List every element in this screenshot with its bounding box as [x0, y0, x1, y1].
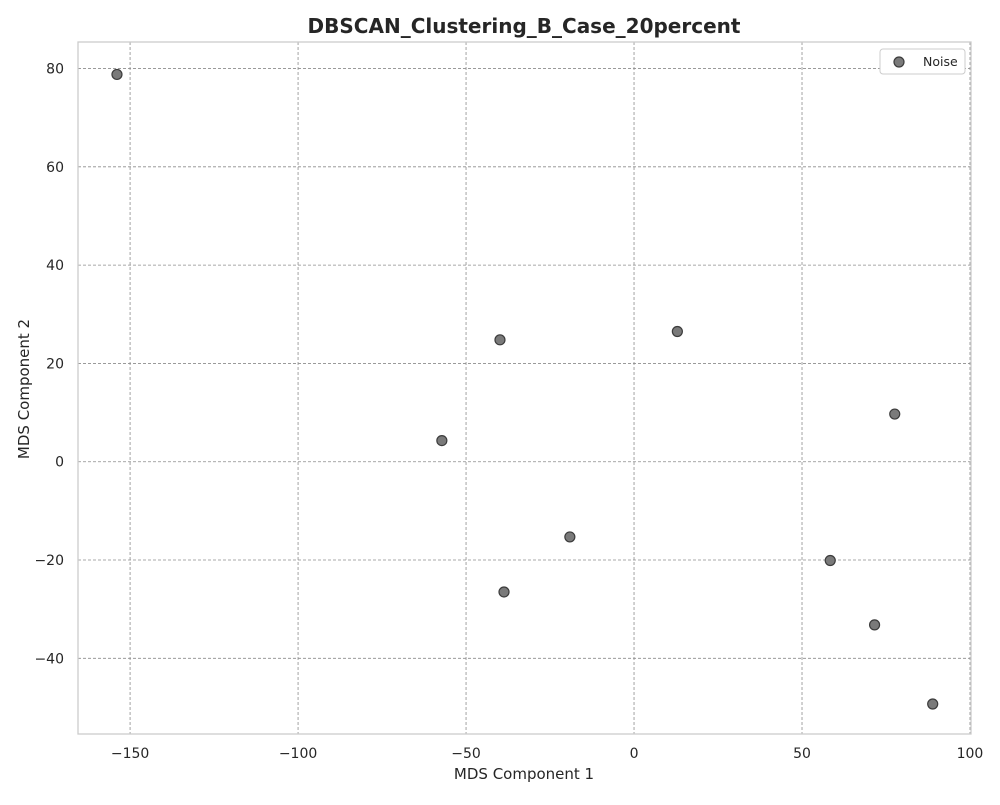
scatter-point-noise — [671, 325, 683, 338]
scatter-point-noise — [111, 68, 123, 81]
chart-title: DBSCAN_Clustering_B_Case_20percent — [308, 14, 741, 38]
x-tick-label: −100 — [279, 746, 317, 762]
y-tick-label: 40 — [46, 258, 64, 274]
scatter-point-noise — [824, 554, 836, 567]
y-tick-label: 0 — [55, 455, 64, 471]
scatter-point-noise — [868, 619, 881, 631]
grid — [78, 42, 971, 734]
legend: Noise — [879, 48, 966, 75]
y-tick-label: 80 — [46, 62, 64, 78]
x-tick-label: 100 — [957, 746, 984, 762]
y-axis-label: MDS Component 2 — [15, 319, 33, 459]
scatter-point-noise — [889, 408, 901, 420]
scatter-point-noise — [927, 698, 939, 710]
scatter-point-noise — [564, 531, 576, 543]
y-tick-label: −20 — [34, 553, 64, 569]
scatter-point-noise — [498, 586, 510, 598]
x-tick-label: −50 — [451, 746, 481, 762]
x-tick-label: 0 — [630, 746, 639, 762]
y-tick-label: 60 — [46, 160, 64, 176]
scatter-point-noise — [494, 334, 506, 346]
scatter-point-noise — [436, 434, 448, 447]
y-tick-label: −40 — [34, 651, 64, 667]
data-points — [111, 68, 939, 710]
legend-label-noise: Noise — [923, 54, 958, 69]
plot-frame — [77, 41, 972, 735]
y-tick-label: 20 — [46, 356, 64, 372]
x-tick-label: 50 — [793, 746, 811, 762]
legend-box — [879, 48, 966, 75]
legend-marker-noise — [893, 56, 905, 68]
x-axis-label: MDS Component 1 — [454, 765, 594, 783]
x-tick-label: −150 — [111, 746, 149, 762]
axis-ticks: −150 −100 −50 0 50 100 −40 −20 0 20 40 60 80 — [34, 62, 983, 762]
